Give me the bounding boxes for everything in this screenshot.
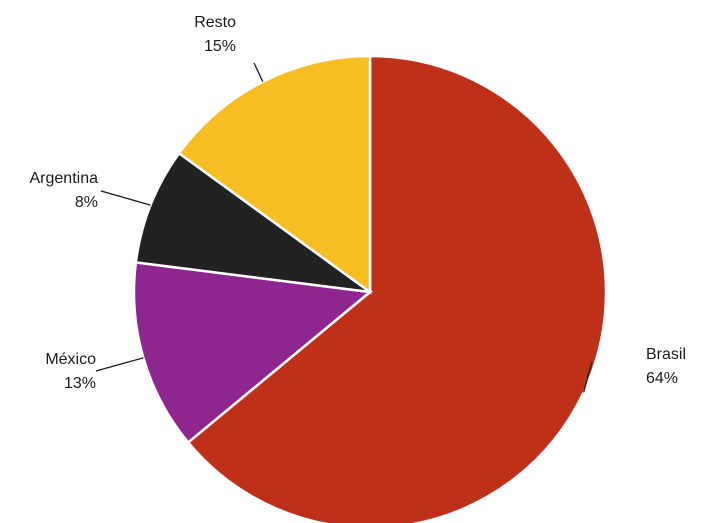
- slice-percent-label: 64%: [646, 370, 678, 387]
- pie-slice-argentina: [134, 151, 371, 294]
- leader-line: [100, 190, 151, 206]
- pie-labels: Brasil 64% México 13% Argentina 8% Resto 15%: [30, 14, 686, 393]
- slice-label: Resto: [194, 14, 236, 31]
- slice-label: Brasil: [646, 346, 686, 363]
- slice-label: México: [45, 351, 96, 368]
- pie-slice-mexico: [132, 261, 374, 445]
- leader-line: [582, 361, 593, 393]
- leader-line: [253, 62, 264, 82]
- slice-percent-label: 8%: [75, 194, 98, 211]
- slice-percent-label: 15%: [204, 38, 236, 55]
- slice-label: Argentina: [30, 170, 99, 187]
- pie-slices: [132, 54, 608, 523]
- slice-percent-label: 13%: [64, 375, 96, 392]
- leader-line: [95, 357, 144, 372]
